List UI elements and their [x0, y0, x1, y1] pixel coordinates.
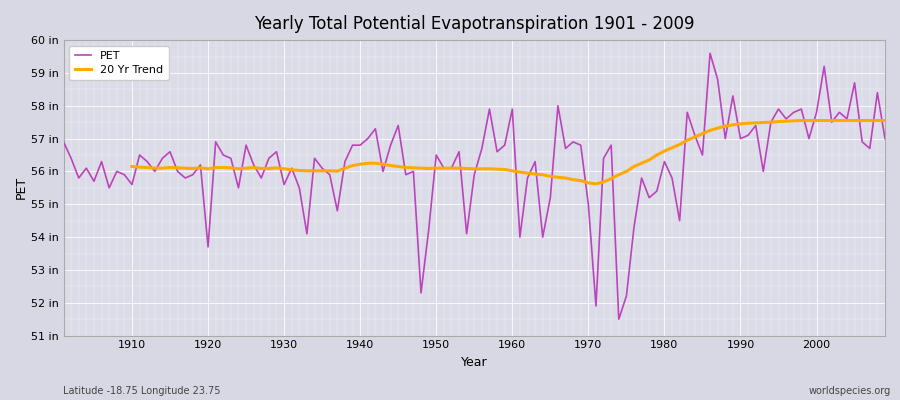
- 20 Yr Trend: [575, 178, 586, 183]
- 20 Yr Trend: [857, 118, 868, 123]
- 20 Yr Trend: [879, 118, 890, 123]
- PET: [598, 156, 609, 161]
- 20 Yr Trend: [127, 164, 138, 169]
- Text: Latitude -18.75 Longitude 23.75: Latitude -18.75 Longitude 23.75: [63, 386, 220, 396]
- PET: [332, 208, 343, 213]
- X-axis label: Year: Year: [461, 356, 488, 369]
- 20 Yr Trend: [515, 170, 526, 174]
- Line: 20 Yr Trend: 20 Yr Trend: [132, 120, 885, 184]
- PET: [879, 136, 890, 141]
- PET: [705, 51, 716, 56]
- 20 Yr Trend: [834, 118, 845, 123]
- Text: worldspecies.org: worldspecies.org: [809, 386, 891, 396]
- Title: Yearly Total Potential Evapotranspiration 1901 - 2009: Yearly Total Potential Evapotranspiratio…: [254, 15, 695, 33]
- 20 Yr Trend: [302, 168, 312, 173]
- 20 Yr Trend: [590, 182, 601, 186]
- PET: [58, 140, 69, 144]
- PET: [286, 166, 297, 170]
- Y-axis label: PET: PET: [15, 176, 28, 200]
- PET: [500, 143, 510, 148]
- PET: [507, 107, 517, 112]
- Legend: PET, 20 Yr Trend: PET, 20 Yr Trend: [69, 46, 169, 80]
- PET: [119, 172, 130, 177]
- PET: [614, 317, 625, 322]
- Line: PET: PET: [64, 53, 885, 319]
- 20 Yr Trend: [271, 166, 282, 170]
- 20 Yr Trend: [796, 118, 806, 123]
